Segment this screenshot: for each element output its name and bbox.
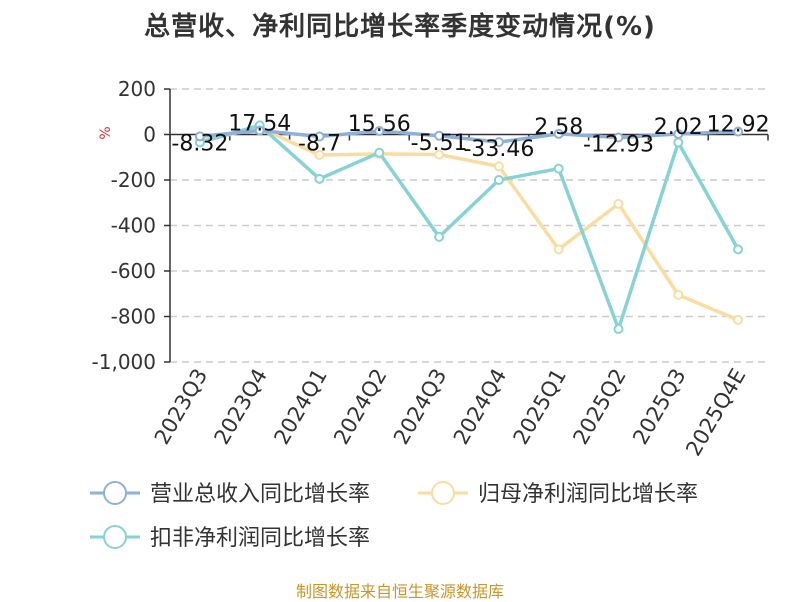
- x-tick-label: 2023Q3: [150, 365, 212, 449]
- data-label: 2.58: [534, 115, 583, 140]
- chart-title: 总营收、净利同比增长率季度变动情况(%): [144, 12, 656, 42]
- data-label: 15.56: [348, 112, 411, 137]
- x-tick-label: 2024Q1: [269, 365, 331, 449]
- legend-item: 营业总收入同比增长率: [90, 481, 370, 507]
- legend-label: 归母净利润同比增长率: [478, 482, 698, 507]
- data-label: -8.7: [298, 131, 341, 156]
- series-lines: [194, 120, 744, 335]
- y-tick-label: 0: [143, 123, 156, 147]
- y-tick-label: -400: [111, 214, 156, 238]
- data-point: [314, 173, 325, 184]
- data-point: [434, 231, 445, 242]
- data-point: [733, 314, 744, 325]
- x-tick-label: 2025Q4E: [681, 365, 750, 461]
- data-label: 2.02: [654, 115, 703, 140]
- legend-item: 归母净利润同比增长率: [418, 481, 698, 507]
- x-tick-label: 2025Q3: [628, 365, 690, 449]
- data-point: [733, 244, 744, 255]
- legend-label: 营业总收入同比增长率: [150, 482, 370, 507]
- data-point: [613, 198, 624, 209]
- data-point: [613, 132, 624, 143]
- data-point: [254, 125, 265, 136]
- legend-marker: [431, 481, 455, 505]
- legend-marker: [103, 525, 127, 549]
- legend-item: 扣非净利润同比增长率: [90, 525, 370, 551]
- data-point: [553, 128, 564, 139]
- y-tick-label: -600: [111, 259, 156, 283]
- y-tick-label: -800: [111, 305, 156, 329]
- data-label: -33.46: [463, 137, 534, 162]
- series-line: [199, 125, 739, 322]
- x-tick-label: 2025Q1: [509, 365, 571, 449]
- x-tick-label: 2024Q4: [449, 365, 511, 449]
- y-tick-label: 200: [118, 77, 156, 101]
- data-label: 17.54: [228, 112, 291, 137]
- data-source-note: 制图数据来自恒生聚源数据库: [295, 582, 504, 601]
- data-point: [733, 126, 744, 137]
- data-point: [493, 175, 504, 185]
- series-line: [199, 128, 739, 144]
- x-tick-label: 2023Q4: [210, 365, 272, 449]
- y-tick-label: -1,000: [92, 350, 156, 374]
- data-point: [613, 324, 624, 335]
- grid-lines: [170, 88, 768, 363]
- data-point: [553, 244, 564, 255]
- data-label: -8.32: [171, 131, 228, 156]
- data-point: [314, 149, 325, 160]
- y-axis-label: %: [98, 126, 114, 139]
- data-point: [314, 131, 325, 142]
- data-point: [194, 131, 205, 142]
- y-tick-label: -200: [111, 168, 156, 192]
- data-point: [493, 161, 504, 172]
- legend-label: 扣非净利润同比增长率: [150, 526, 370, 551]
- legend-marker: [103, 481, 127, 505]
- series-line: [199, 123, 740, 331]
- data-point: [493, 137, 504, 148]
- x-tick-label: 2024Q3: [389, 365, 451, 449]
- data-point: [374, 147, 385, 158]
- x-tick-label: 2024Q2: [329, 365, 391, 449]
- data-point: [434, 149, 445, 160]
- data-label: -12.93: [583, 132, 654, 157]
- data-point: [553, 163, 564, 174]
- data-point: [434, 130, 445, 141]
- data-label: -5.51: [411, 131, 468, 156]
- x-tick-label: 2025Q2: [568, 365, 630, 449]
- data-point: [374, 125, 385, 136]
- data-point: [673, 129, 684, 140]
- data-label: 12.92: [707, 113, 770, 138]
- data-point: [673, 289, 684, 300]
